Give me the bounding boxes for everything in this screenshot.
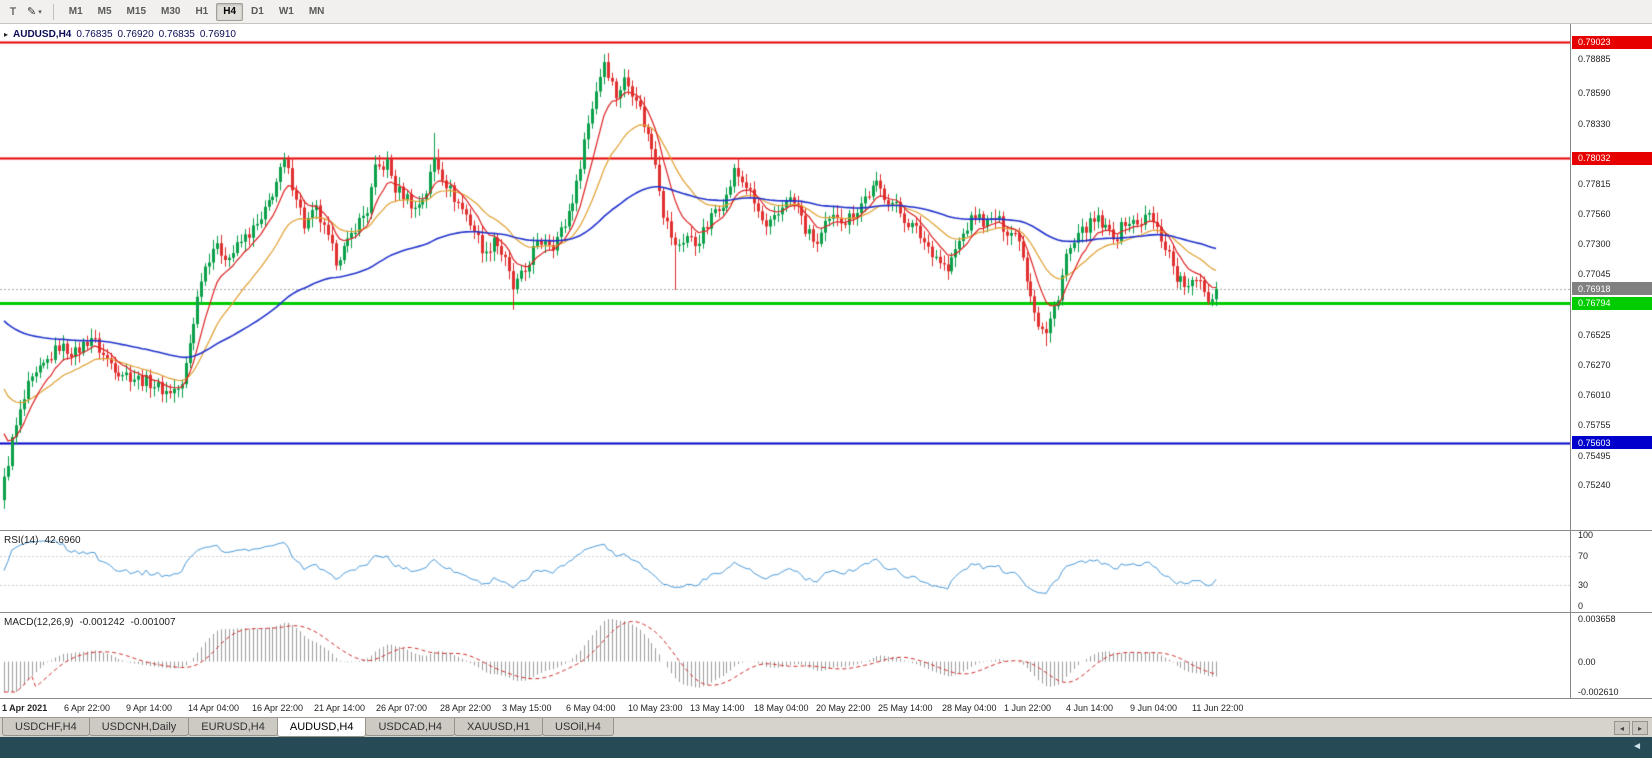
time-axis-label: 1 Apr 2021 (2, 703, 48, 713)
price-line-badge: 0.79023 (1572, 35, 1652, 49)
time-axis-label: 16 Apr 22:00 (252, 703, 304, 713)
tab-usdcnh-daily[interactable]: USDCNH,Daily (88, 718, 190, 736)
timeframe-m15[interactable]: M15 (126, 6, 146, 17)
tab-usdchf-h4[interactable]: USDCHF,H4 (2, 718, 90, 736)
price-axis-label: 0.75240 (1578, 480, 1611, 491)
macd-axis-label: -0.002610 (1578, 687, 1619, 697)
time-axis-label: 21 Apr 14:00 (314, 703, 366, 713)
timeframe-m30[interactable]: M30 (161, 6, 181, 17)
timeframe-m5[interactable]: M5 (97, 6, 112, 17)
rsi-value: 42.6960 (44, 535, 81, 546)
time-axis-label: 13 May 14:00 (690, 703, 745, 713)
timeframe-h4[interactable]: H4 (216, 2, 244, 21)
price-axis-label: 0.78590 (1578, 88, 1611, 99)
price-axis-label: 0.78330 (1578, 118, 1611, 129)
macd-label: MACD(12,26,9) -0.001242 -0.001007 (4, 617, 176, 628)
chart-tabs: USDCHF,H4 USDCNH,Daily EURUSD,H4 AUDUSD,H4 U… (2, 718, 614, 737)
price-axis-label: 0.75495 (1578, 450, 1611, 461)
price-axis-label: 0.76010 (1578, 390, 1611, 401)
macd-name: MACD(12,26,9) (4, 617, 74, 628)
macd-axis-label: 0.00 (1578, 656, 1596, 667)
chart-symbol: AUDUSD,H4 (13, 29, 72, 40)
chart-tabs-bar: USDCHF,H4 USDCNH,Daily EURUSD,H4 AUDUSD,H4 U… (0, 717, 1652, 737)
time-axis-label: 3 May 15:00 (502, 703, 552, 713)
rsi-axis-label: 0 (1578, 601, 1584, 611)
price-axis-label: 0.76525 (1578, 329, 1611, 340)
pane-splitter-price-rsi[interactable] (0, 530, 1652, 531)
time-axis-label: 4 Jun 14:00 (1066, 703, 1114, 713)
time-axis-label: 28 May 04:00 (942, 703, 997, 713)
timeframe-d1[interactable]: D1 (251, 6, 264, 17)
time-axis-label: 10 May 23:00 (628, 703, 683, 713)
tabs-scroll-right-button[interactable]: ▸ (1632, 721, 1648, 735)
ohlc-low: 0.76835 (158, 29, 195, 40)
price-line-badge: 0.76794 (1572, 296, 1652, 310)
price-axis-label: 0.77560 (1578, 208, 1611, 219)
price-axis-label: 0.78885 (1578, 53, 1611, 64)
tab-usdcad-h4[interactable]: USDCAD,H4 (365, 718, 456, 736)
rsi-axis-label: 100 (1578, 530, 1594, 540)
price-axis-label: 0.77300 (1578, 239, 1611, 250)
price-chart-canvas[interactable] (0, 24, 1570, 530)
text-tool-icon: T (9, 5, 17, 18)
time-axis-label: 1 Jun 22:00 (1004, 703, 1052, 713)
time-axis-label: 14 Apr 04:00 (188, 703, 240, 713)
pane-splitter-rsi-macd[interactable] (0, 612, 1652, 613)
time-axis-label: 9 Jun 04:00 (1130, 703, 1178, 713)
rsi-indicator-canvas[interactable] (0, 531, 1570, 612)
pane-splitter-macd-timeaxis[interactable] (0, 698, 1652, 699)
ohlc-open: 0.76835 (76, 29, 113, 40)
ohlc-close: 0.76910 (199, 29, 236, 40)
rsi-axis-label: 30 (1578, 579, 1589, 590)
current-price-badge: 0.76918 (1572, 282, 1652, 296)
chart-title: ▸ AUDUSD,H4 0.76835 0.76920 0.76835 0.76… (4, 29, 236, 40)
chevron-down-icon: ▾ (38, 8, 42, 16)
time-axis-label: 25 May 14:00 (878, 703, 933, 713)
time-axis-label: 9 Apr 14:00 (126, 703, 173, 713)
price-axis[interactable]: 0.78885 0.78590 0.78330 0.77815 0.77560 0.773… (1570, 24, 1652, 699)
rsi-axis-label: 70 (1578, 551, 1589, 562)
time-axis-label: 26 Apr 07:00 (376, 703, 428, 713)
rsi-label: RSI(14) 42.6960 (4, 535, 81, 546)
ohlc-high: 0.76920 (117, 29, 154, 40)
time-axis-label: 18 May 04:00 (754, 703, 809, 713)
price-axis-label: 0.76270 (1578, 359, 1611, 370)
text-tool-button[interactable]: T (4, 2, 22, 22)
macd-indicator-canvas[interactable] (0, 613, 1570, 698)
tab-audusd-h4[interactable]: AUDUSD,H4 (276, 718, 367, 737)
price-axis-label: 0.75755 (1578, 420, 1611, 431)
timeframe-m1[interactable]: M1 (68, 6, 83, 17)
time-axis-label: 20 May 22:00 (816, 703, 871, 713)
draw-tool-button[interactable]: ✎ ▾ (24, 2, 45, 22)
time-axis-label: 28 Apr 22:00 (440, 703, 492, 713)
tab-scroll-buttons: ◂ ▸ (1614, 721, 1648, 735)
macd-axis-label: 0.003658 (1578, 614, 1616, 624)
timeframe-toolbar: M1 M5 M15 M30 H1 H4 D1 W1 MN (62, 2, 332, 21)
tab-eurusd-h4[interactable]: EURUSD,H4 (188, 718, 278, 736)
timeframe-h1[interactable]: H1 (195, 6, 209, 17)
toolbar: T ✎ ▾ M1 M5 M15 M30 H1 H4 D1 W1 MN (0, 0, 1652, 24)
one-click-trading-arrow-icon[interactable]: ▸ (4, 30, 9, 39)
tab-xauusd-h1[interactable]: XAUUSD,H1 (454, 718, 543, 736)
price-axis-label: 0.77815 (1578, 178, 1611, 189)
scroll-left-icon[interactable]: ◄ (1632, 741, 1642, 752)
price-line-badge: 0.78032 (1572, 151, 1652, 165)
macd-signal-value: -0.001007 (130, 617, 176, 628)
draw-tool-icon: ✎ (27, 6, 37, 18)
tabs-scroll-left-button[interactable]: ◂ (1614, 721, 1630, 735)
time-axis-label: 6 Apr 22:00 (64, 703, 111, 713)
rsi-name: RSI(14) (4, 535, 39, 546)
tab-usoil-h4[interactable]: USOil,H4 (542, 718, 614, 736)
price-axis-label: 0.77045 (1578, 269, 1611, 280)
chart-window: ▸ AUDUSD,H4 0.76835 0.76920 0.76835 0.76… (0, 24, 1652, 717)
time-axis[interactable]: 1 Apr 2021 6 Apr 22:00 9 Apr 14:00 14 Apr 0… (0, 699, 1570, 717)
macd-main-value: -0.001242 (79, 617, 125, 628)
time-axis-label: 11 Jun 22:00 (1192, 703, 1244, 713)
bottom-strip: ◄ (0, 737, 1652, 758)
toolbar-separator (52, 3, 54, 20)
timeframe-w1[interactable]: W1 (278, 6, 294, 17)
time-axis-label: 6 May 04:00 (566, 703, 616, 713)
price-line-badge: 0.75603 (1572, 436, 1652, 450)
timeframe-mn[interactable]: MN (308, 6, 325, 17)
